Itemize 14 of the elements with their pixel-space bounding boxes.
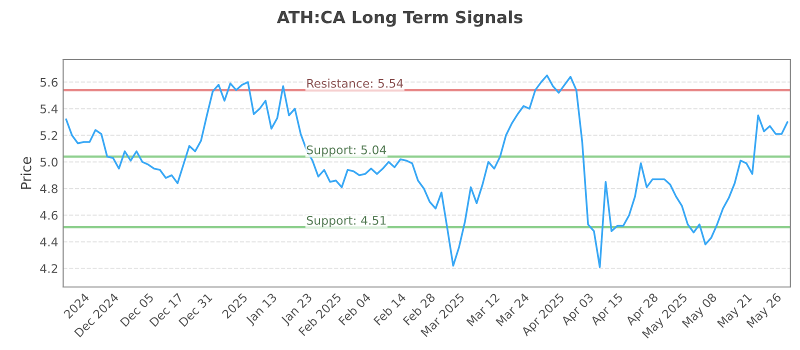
line-series bbox=[65, 74, 788, 268]
ref-line-label: Resistance: 5.54 bbox=[307, 78, 404, 88]
ref-line-label: Support: 4.51 bbox=[306, 216, 386, 228]
y-tick-label: 4.6 bbox=[40, 210, 58, 220]
y-tick-label: 5.4 bbox=[40, 104, 58, 114]
y-tick-label: 4.4 bbox=[40, 238, 58, 246]
y-tick-label: 5.0 bbox=[40, 158, 58, 167]
y-tick-label: 4.8 bbox=[40, 184, 58, 194]
ref-line-label: Support: 5.04 bbox=[306, 145, 386, 157]
chart-title: ATH:CA Long Term Signals bbox=[276, 10, 522, 27]
y-axis-title: Price bbox=[20, 157, 32, 189]
y-tick-label: 5.2 bbox=[40, 131, 58, 140]
y-tick-label: 4.2 bbox=[40, 264, 58, 273]
y-tick-label: 5.6 bbox=[40, 78, 58, 87]
